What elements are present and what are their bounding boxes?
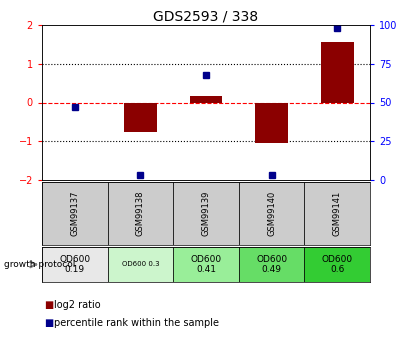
- Title: GDS2593 / 338: GDS2593 / 338: [154, 10, 259, 24]
- Text: GSM99140: GSM99140: [267, 191, 276, 236]
- Bar: [304, 182, 370, 245]
- Text: GSM99141: GSM99141: [333, 191, 342, 236]
- Text: log2 ratio: log2 ratio: [54, 300, 101, 310]
- Bar: [173, 247, 239, 282]
- Text: OD600
0.19: OD600 0.19: [59, 255, 90, 274]
- Text: OD600 0.3: OD600 0.3: [122, 262, 159, 267]
- Bar: [173, 182, 239, 245]
- Bar: [255, 102, 288, 143]
- Bar: [304, 247, 370, 282]
- Bar: [189, 96, 222, 102]
- Bar: [239, 247, 304, 282]
- Text: percentile rank within the sample: percentile rank within the sample: [54, 318, 219, 328]
- Text: ■: ■: [44, 300, 53, 310]
- Bar: [108, 247, 173, 282]
- Text: OD600
0.49: OD600 0.49: [256, 255, 287, 274]
- Bar: [124, 102, 157, 131]
- Bar: [42, 182, 108, 245]
- Bar: [42, 247, 108, 282]
- Text: OD600
0.41: OD600 0.41: [191, 255, 222, 274]
- Text: GSM99137: GSM99137: [70, 191, 79, 236]
- Text: growth protocol: growth protocol: [4, 260, 75, 269]
- Bar: [108, 182, 173, 245]
- Bar: [239, 182, 304, 245]
- Text: GSM99139: GSM99139: [202, 191, 210, 236]
- Text: ■: ■: [44, 318, 53, 328]
- Text: GSM99138: GSM99138: [136, 191, 145, 236]
- Text: OD600
0.6: OD600 0.6: [322, 255, 353, 274]
- Bar: [321, 42, 353, 102]
